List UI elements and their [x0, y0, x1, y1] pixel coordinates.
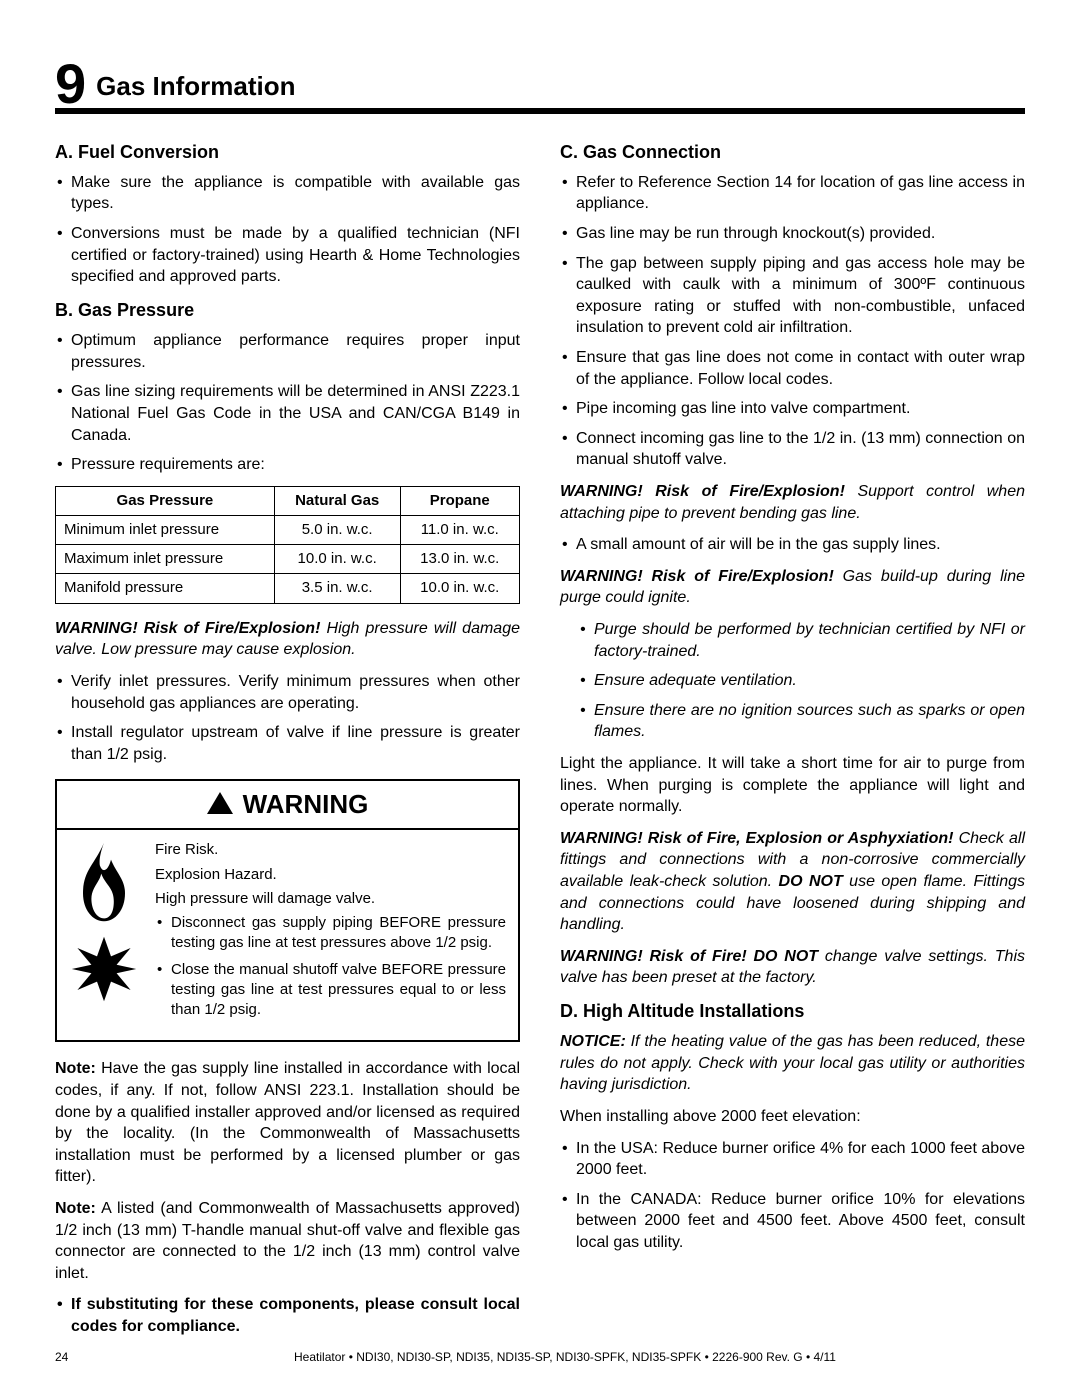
- warning-text: WARNING! Risk of Fire/Explosion! Support…: [560, 481, 1025, 524]
- warning-text: WARNING! Risk of Fire/Explosion! High pr…: [55, 618, 520, 661]
- list-item: Refer to Reference Section 14 for locati…: [560, 172, 1025, 215]
- table-row: Maximum inlet pressure 10.0 in. w.c. 13.…: [56, 545, 520, 574]
- table-header: Propane: [400, 486, 520, 515]
- section-c-bullets-3: Purge should be performed by technician …: [578, 619, 1025, 743]
- table-header: Gas Pressure: [56, 486, 275, 515]
- section-b-bullets-1: Optimum appliance performance requires p…: [55, 330, 520, 476]
- chapter-header: 9 Gas Information: [55, 60, 1025, 114]
- list-item: Install regulator upstream of valve if l…: [55, 722, 520, 765]
- gas-pressure-table: Gas Pressure Natural Gas Propane Minimum…: [55, 486, 520, 604]
- list-item: Close the manual shutoff valve BEFORE pr…: [155, 960, 506, 1021]
- notice-text: NOTICE: If the heating value of the gas …: [560, 1031, 1025, 1096]
- warning-triangle-icon: [207, 792, 233, 814]
- warning-lead: WARNING! Risk of Fire/Explosion!: [560, 568, 834, 585]
- paragraph: When installing above 2000 feet elevatio…: [560, 1106, 1025, 1128]
- warning-bullets: Disconnect gas supply piping BEFORE pres…: [155, 913, 506, 1020]
- table-cell: 13.0 in. w.c.: [400, 545, 520, 574]
- warning-line: High pressure will damage valve.: [155, 889, 506, 909]
- list-item: Gas line sizing requirements will be det…: [55, 381, 520, 446]
- paragraph: Light the appliance. It will take a shor…: [560, 753, 1025, 818]
- bold-bullet-list: If substituting for these components, pl…: [55, 1294, 520, 1337]
- list-item: Optimum appliance performance requires p…: [55, 330, 520, 373]
- list-item: A small amount of air will be in the gas…: [560, 534, 1025, 556]
- flame-icon: [69, 840, 139, 924]
- section-c-bullets-1: Refer to Reference Section 14 for locati…: [560, 172, 1025, 471]
- warning-banner: WARNING: [57, 781, 518, 830]
- warning-body: Fire Risk. Explosion Hazard. High pressu…: [57, 830, 518, 1030]
- warning-lead: WARNING! Risk of Fire! DO NOT: [560, 948, 818, 965]
- note-label: Note:: [55, 1200, 96, 1217]
- warning-lead: WARNING! Risk of Fire/Explosion!: [560, 483, 845, 500]
- table-cell: 3.5 in. w.c.: [274, 574, 400, 603]
- warning-box: WARNING Fire Risk. Explosion Hazard. Hig…: [55, 779, 520, 1042]
- table-cell: 11.0 in. w.c.: [400, 515, 520, 544]
- table-cell: 10.0 in. w.c.: [274, 545, 400, 574]
- list-item: Pipe incoming gas line into valve compar…: [560, 398, 1025, 420]
- list-item: Ensure that gas line does not come in co…: [560, 347, 1025, 390]
- table-row: Minimum inlet pressure 5.0 in. w.c. 11.0…: [56, 515, 520, 544]
- note-paragraph: Note: A listed (and Commonwealth of Mass…: [55, 1198, 520, 1284]
- warning-lead: WARNING! Risk of Fire, Explosion or Asph…: [560, 830, 953, 847]
- list-item: Gas line may be run through knockout(s) …: [560, 223, 1025, 245]
- left-column: A. Fuel Conversion Make sure the applian…: [55, 134, 520, 1348]
- list-item: Connect incoming gas line to the 1/2 in.…: [560, 428, 1025, 471]
- section-d-heading: D. High Altitude Installations: [560, 999, 1025, 1023]
- table-cell: Manifold pressure: [56, 574, 275, 603]
- table-cell: Maximum inlet pressure: [56, 545, 275, 574]
- warning-line: Explosion Hazard.: [155, 865, 506, 885]
- list-item: The gap between supply piping and gas ac…: [560, 253, 1025, 339]
- warning-icons: [69, 840, 143, 1030]
- list-item: Pressure requirements are:: [55, 454, 520, 476]
- table-cell: Minimum inlet pressure: [56, 515, 275, 544]
- table-cell: 10.0 in. w.c.: [400, 574, 520, 603]
- list-item: Make sure the appliance is compatible wi…: [55, 172, 520, 215]
- warning-text-block: Fire Risk. Explosion Hazard. High pressu…: [155, 840, 506, 1030]
- page-number: 24: [55, 1349, 105, 1365]
- notice-body: If the heating value of the gas has been…: [560, 1033, 1025, 1093]
- table-row: Manifold pressure 3.5 in. w.c. 10.0 in. …: [56, 574, 520, 603]
- chapter-number: 9: [55, 60, 86, 108]
- list-item: Ensure adequate ventilation.: [578, 670, 1025, 692]
- section-b-bullets-2: Verify inlet pressures. Verify minimum p…: [55, 671, 520, 765]
- list-item: Ensure there are no ignition sources suc…: [578, 700, 1025, 743]
- warning-text: WARNING! Risk of Fire! DO NOT change val…: [560, 946, 1025, 989]
- section-b-heading: B. Gas Pressure: [55, 298, 520, 322]
- warning-lead: WARNING! Risk of Fire/Explosion!: [55, 620, 320, 637]
- section-c-heading: C. Gas Connection: [560, 140, 1025, 164]
- table-row: Gas Pressure Natural Gas Propane: [56, 486, 520, 515]
- right-column: C. Gas Connection Refer to Reference Sec…: [560, 134, 1025, 1348]
- list-item: In the USA: Reduce burner orifice 4% for…: [560, 1138, 1025, 1181]
- list-item: Disconnect gas supply piping BEFORE pres…: [155, 913, 506, 954]
- section-d-bullets: In the USA: Reduce burner orifice 4% for…: [560, 1138, 1025, 1254]
- footer-text: Heatilator • NDI30, NDI30-SP, NDI35, NDI…: [105, 1349, 1025, 1365]
- section-c-bullets-2: A small amount of air will be in the gas…: [560, 534, 1025, 556]
- warning-bold: DO NOT: [779, 873, 843, 890]
- note-text: Have the gas supply line installed in ac…: [55, 1060, 520, 1185]
- table-header: Natural Gas: [274, 486, 400, 515]
- list-item: Purge should be performed by technician …: [578, 619, 1025, 662]
- note-text: A listed (and Commonwealth of Massachuse…: [55, 1200, 520, 1282]
- note-label: Note:: [55, 1060, 96, 1077]
- list-item: Verify inlet pressures. Verify minimum p…: [55, 671, 520, 714]
- explosion-icon: [69, 934, 139, 1004]
- list-item: If substituting for these components, pl…: [55, 1294, 520, 1337]
- table-cell: 5.0 in. w.c.: [274, 515, 400, 544]
- warning-line: Fire Risk.: [155, 840, 506, 860]
- list-item: Conversions must be made by a qualified …: [55, 223, 520, 288]
- content-columns: A. Fuel Conversion Make sure the applian…: [55, 134, 1025, 1348]
- notice-lead: NOTICE:: [560, 1033, 626, 1050]
- section-a-heading: A. Fuel Conversion: [55, 140, 520, 164]
- warning-text: WARNING! Risk of Fire, Explosion or Asph…: [560, 828, 1025, 936]
- list-item: In the CANADA: Reduce burner orifice 10%…: [560, 1189, 1025, 1254]
- note-paragraph: Note: Have the gas supply line installed…: [55, 1058, 520, 1188]
- warning-text: WARNING! Risk of Fire/Explosion! Gas bui…: [560, 566, 1025, 609]
- section-a-bullets: Make sure the appliance is compatible wi…: [55, 172, 520, 288]
- warning-banner-text: WARNING: [243, 787, 369, 822]
- chapter-title: Gas Information: [96, 69, 295, 108]
- page-footer: 24 Heatilator • NDI30, NDI30-SP, NDI35, …: [55, 1349, 1025, 1365]
